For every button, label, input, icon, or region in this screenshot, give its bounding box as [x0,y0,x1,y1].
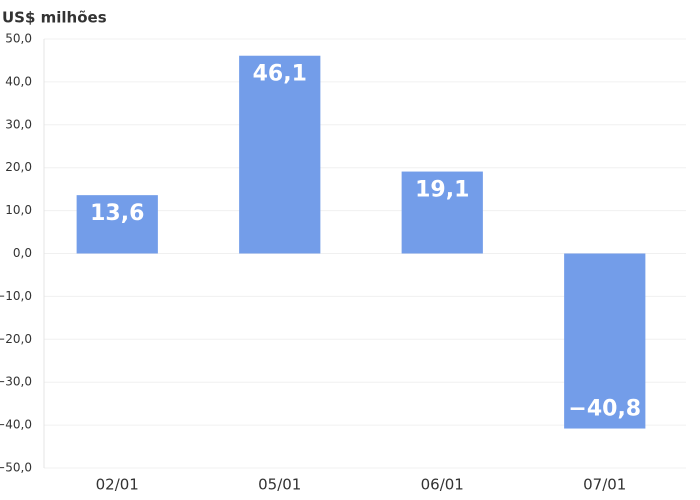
bar [76,195,158,254]
value-label: 13,6 [90,201,144,226]
y-tick-label: −50,0 [0,461,32,475]
y-tick-label: −20,0 [0,332,32,346]
value-label: −40,8 [568,397,641,422]
y-tick-label: 20,0 [5,160,32,174]
x-tick-label: 02/01 [96,476,139,494]
y-axis-label: US$ milhões [2,9,107,27]
bar [401,171,483,254]
x-tick-label: 07/01 [583,476,626,494]
bar [239,55,321,254]
value-label: 46,1 [253,62,307,87]
y-tick-label: 30,0 [5,117,32,131]
y-tick-label: 0,0 [13,246,32,260]
x-tick-label: 05/01 [258,476,301,494]
bar [564,253,646,429]
y-tick-label: 40,0 [5,74,32,88]
value-label: 19,1 [415,178,469,203]
y-tick-label: 10,0 [5,203,32,217]
y-tick-label: 50,0 [5,32,32,46]
y-tick-label: −30,0 [0,375,32,389]
y-tick-label: −40,0 [0,418,32,432]
x-tick-label: 06/01 [421,476,464,494]
y-tick-label: −10,0 [0,289,32,303]
